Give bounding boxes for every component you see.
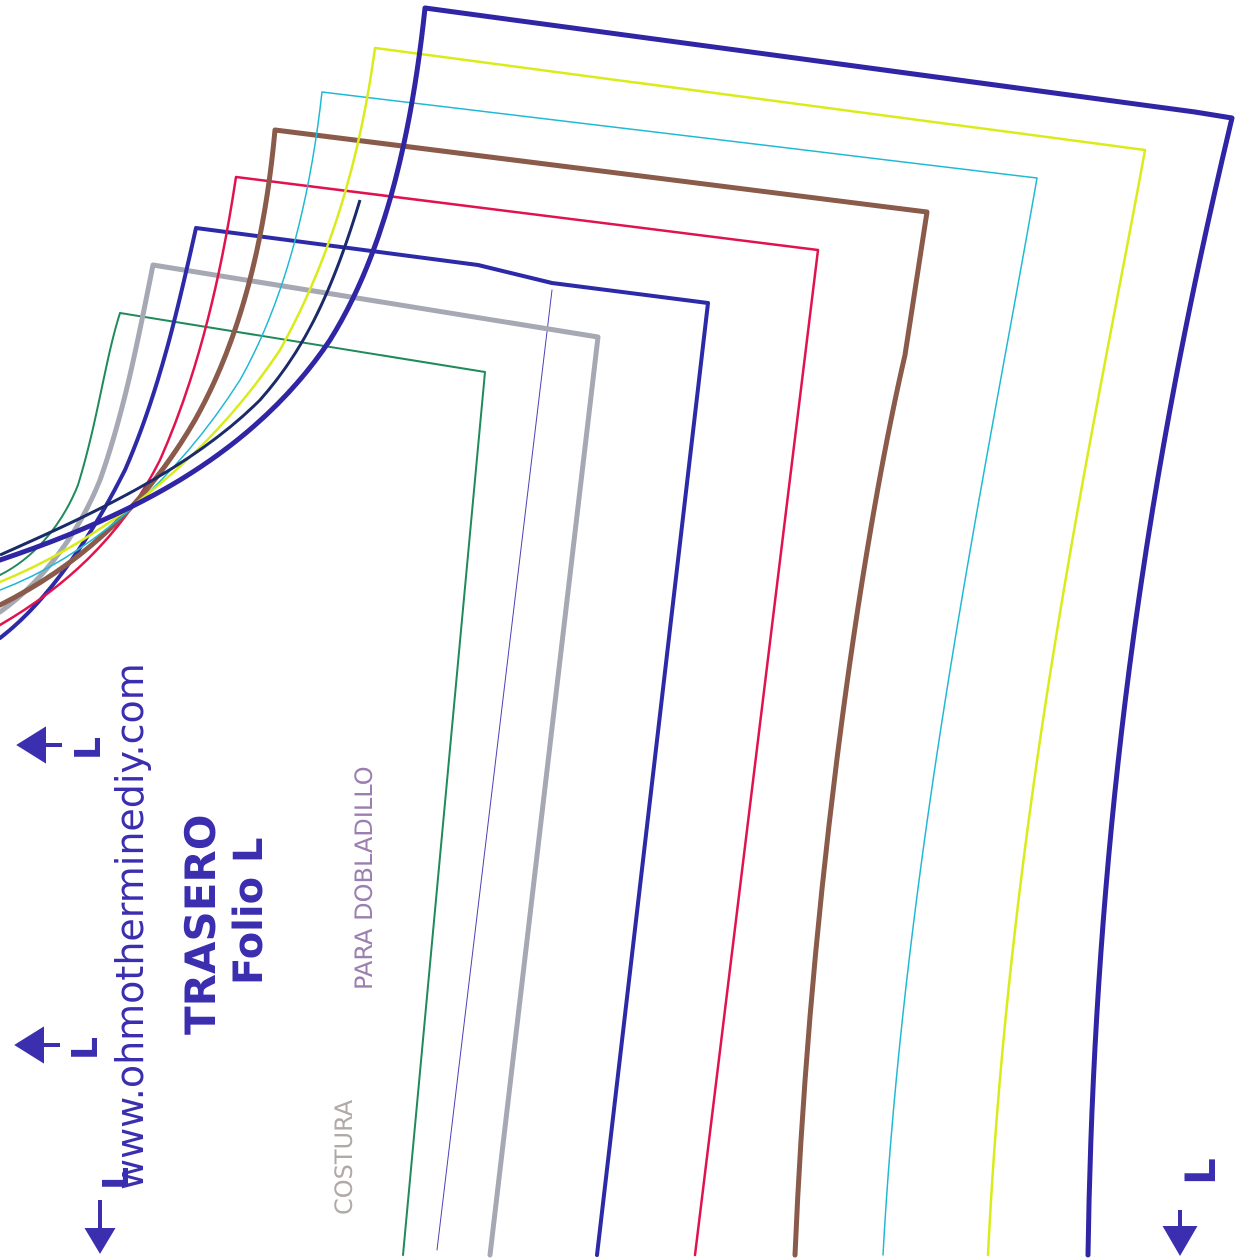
arrow-label: L: [68, 737, 109, 760]
pattern-subtitle: Folio L: [226, 838, 272, 986]
seam-label: COSTURA: [330, 1099, 358, 1215]
size-line-yellow: [0, 46, 1147, 1257]
hem-label: PARA DOBLADILLO: [350, 766, 378, 990]
size-outlines: [0, 5, 1235, 1258]
arrow-icon: [1162, 1226, 1198, 1256]
website-label: www.ohmotherminediy.com: [108, 663, 152, 1190]
arrow-icon: [14, 1026, 60, 1064]
size-line-outer-purple: [0, 5, 1235, 1258]
arrow-icon: [16, 726, 62, 764]
grain-arrows-left: [14, 726, 116, 1254]
arrow-label: L: [96, 1167, 137, 1190]
size-line-dark-blue: [0, 226, 710, 1257]
arrow-label: L: [1176, 1158, 1225, 1185]
size-line-red: [0, 175, 820, 1257]
size-line-gray: [0, 262, 601, 1258]
armhole-curve-extra: [0, 199, 362, 557]
grain-arrow-right: [1162, 1210, 1198, 1256]
arrow-icon: [84, 1200, 116, 1254]
size-line-thin-purple: [436, 289, 553, 1251]
size-line-cyan: [0, 91, 1038, 1256]
pattern-title: TRASERO: [176, 815, 225, 1035]
arrow-label: L: [65, 1037, 106, 1060]
size-line-green: [0, 312, 486, 1256]
pattern-text: www.ohmotherminediy.com TRASERO Folio L …: [65, 663, 1225, 1215]
